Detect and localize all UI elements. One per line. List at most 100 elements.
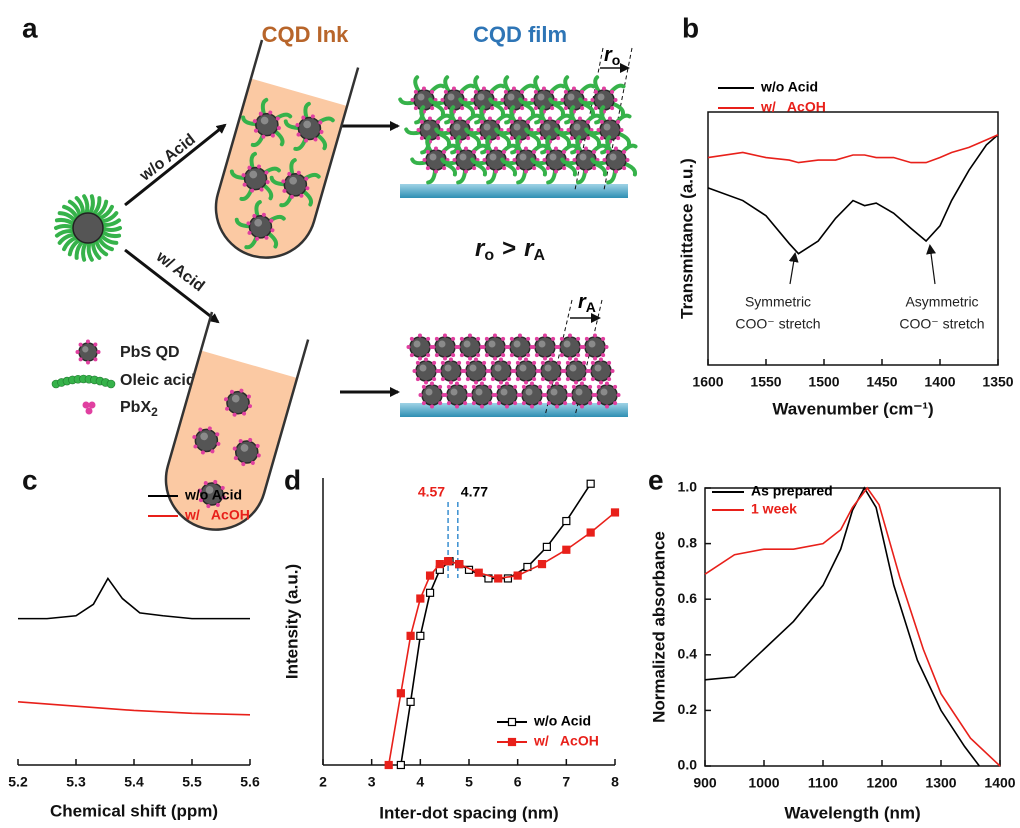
halide-dot: [524, 358, 528, 362]
halide-dot: [472, 166, 476, 170]
halide-dot: [546, 166, 550, 170]
ligand: [565, 164, 575, 175]
ligand: [523, 104, 533, 115]
halide-dot: [524, 170, 528, 174]
ligand: [475, 164, 485, 175]
halide-dot: [474, 106, 478, 110]
legend-label: w/o Acid: [760, 79, 818, 95]
halide-dot: [518, 357, 522, 361]
reference-label: 4.57: [418, 484, 445, 500]
halide-dot: [507, 128, 511, 132]
halide-dot: [582, 361, 586, 365]
quantum-dot-shine: [495, 365, 502, 372]
halide-dot: [613, 401, 617, 405]
halide-dot: [464, 147, 468, 151]
quantum-dot-shine: [478, 94, 485, 101]
halide-dot: [464, 170, 468, 174]
y-axis-label: Intensity (a.u.): [282, 564, 301, 679]
halide-dot: [599, 358, 603, 362]
halide-dot: [576, 150, 580, 154]
halide-dot: [493, 334, 497, 338]
halide-dot: [582, 377, 586, 381]
halide-dot: [518, 117, 522, 121]
x-tick-label: 5.4: [124, 774, 144, 790]
x-tick-label: 1600: [692, 374, 723, 390]
quantum-dot-shine: [526, 389, 533, 396]
x-tick-label: 1350: [982, 374, 1013, 390]
legend-label: 1 week: [751, 501, 797, 517]
halide-dot: [450, 120, 454, 124]
x-tick-label: 1200: [866, 775, 897, 791]
halide-dot: [512, 87, 516, 91]
halide-dot: [608, 117, 612, 121]
halide-dot: [476, 353, 480, 357]
film-title: CQD film: [473, 22, 567, 47]
halide-dot: [457, 361, 461, 365]
halide-dot: [482, 87, 486, 91]
y-tick-label: 0.6: [678, 590, 698, 606]
halide-dot: [574, 358, 578, 362]
quantum-dot-shine: [574, 124, 581, 131]
halide-dot: [488, 385, 492, 389]
halide-dot: [497, 385, 501, 389]
halide-dot: [443, 357, 447, 361]
halide-dot: [532, 361, 536, 365]
quantum-dot-shine: [508, 94, 515, 101]
halide-dot: [83, 402, 90, 409]
halide-dot: [496, 136, 500, 140]
halide-dot: [480, 405, 484, 409]
halide-dot: [532, 345, 536, 349]
halide-dot: [594, 106, 598, 110]
data-point: [612, 509, 619, 516]
ligand-bead: [107, 380, 115, 388]
series-line: [708, 135, 998, 254]
data-point: [407, 632, 414, 639]
halide-dot: [566, 361, 570, 365]
quantum-dot-shine: [570, 365, 577, 372]
halide-dot: [97, 350, 101, 354]
quantum-dot-shine: [424, 124, 431, 131]
halide-dot: [496, 120, 500, 124]
halide-dot: [597, 128, 601, 132]
halide-dot: [510, 337, 514, 341]
decoration: [52, 40, 636, 541]
halide-dot: [460, 106, 464, 110]
halide-dot: [516, 361, 520, 365]
series-line: [708, 135, 998, 163]
halide-dot: [516, 377, 520, 381]
ligand: [535, 164, 545, 175]
halide-dot: [568, 334, 572, 338]
halide-dot: [622, 150, 626, 154]
quantum-dot-shine: [520, 154, 527, 161]
legend-label: w/ AcOH: [760, 99, 826, 115]
halide-dot: [597, 385, 601, 389]
y-tick-label: 0.0: [678, 757, 698, 773]
halide-dot: [580, 106, 584, 110]
halide-dot: [482, 377, 486, 381]
x-tick-label: 1100: [808, 775, 839, 791]
halide-dot: [472, 150, 476, 154]
quantum-dot-shine: [550, 154, 557, 161]
halide-dot: [423, 158, 427, 162]
halide-dot: [593, 334, 597, 338]
halide-dot: [566, 377, 570, 381]
quantum-dot-shine: [501, 389, 508, 396]
halide-dot: [556, 136, 560, 140]
halide-dot: [76, 350, 80, 354]
halide-dot: [494, 147, 498, 151]
halide-dot: [572, 385, 576, 389]
halide-dot: [434, 170, 438, 174]
halide-dot: [535, 337, 539, 341]
halide-dot: [453, 158, 457, 162]
halide-dot: [614, 98, 618, 102]
halide-dot: [413, 369, 417, 373]
x-tick-label: 5: [465, 774, 473, 790]
x-tick-label: 3: [368, 774, 376, 790]
x-tick-label: 4: [416, 774, 424, 790]
halide-dot: [551, 337, 555, 341]
halide-dot: [532, 150, 536, 154]
halide-dot: [563, 401, 567, 405]
subscript: 2: [151, 405, 158, 419]
quantum-dot-shine: [470, 365, 477, 372]
ligand: [415, 77, 419, 91]
